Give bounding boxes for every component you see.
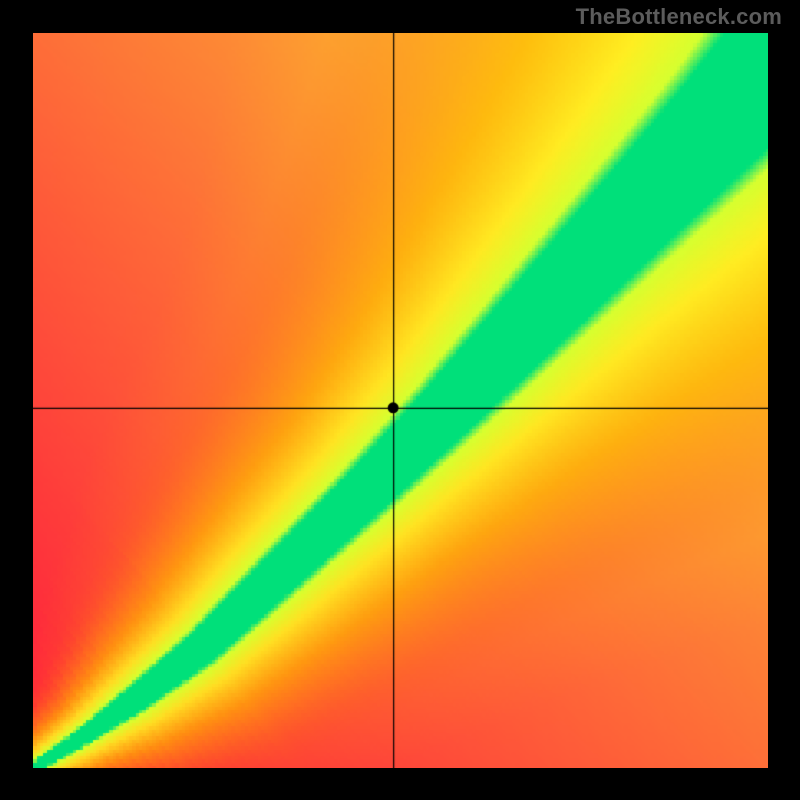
- overlay-canvas: [33, 33, 768, 768]
- chart-container: TheBottleneck.com: [0, 0, 800, 800]
- watermark-text: TheBottleneck.com: [576, 4, 782, 30]
